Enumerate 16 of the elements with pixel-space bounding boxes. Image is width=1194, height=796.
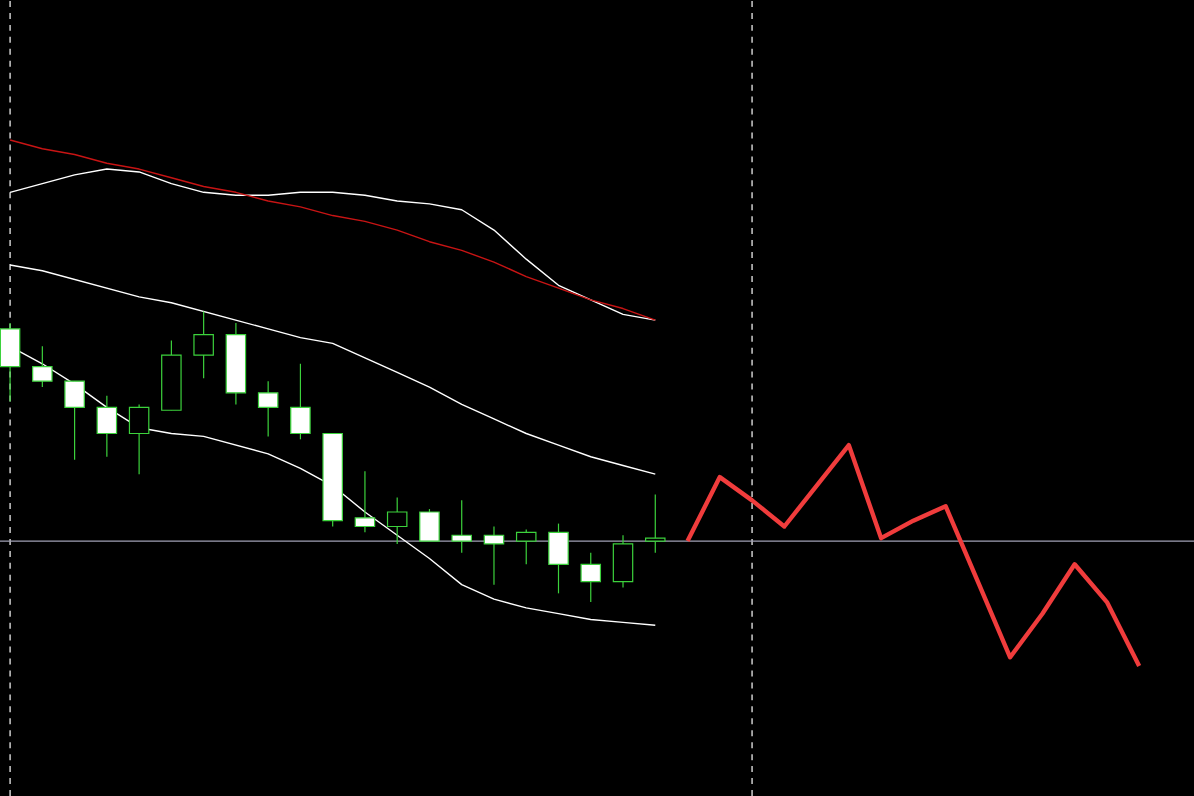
candlestick: [354, 470, 376, 533]
candlestick: [128, 403, 150, 475]
candlestick: [451, 499, 472, 554]
candlestick: [193, 310, 214, 379]
candlestick: [548, 523, 569, 594]
candlestick: [612, 534, 634, 589]
candlestick: [419, 508, 440, 542]
candlestick: [645, 493, 666, 554]
candlestick: [580, 552, 602, 603]
candlestick: [64, 380, 85, 461]
candlestick: [290, 363, 311, 440]
candlestick: [386, 496, 408, 545]
candlestick: [515, 528, 537, 565]
candlestick: [96, 395, 118, 458]
candlestick: [257, 380, 279, 438]
candlestick: [483, 525, 505, 586]
